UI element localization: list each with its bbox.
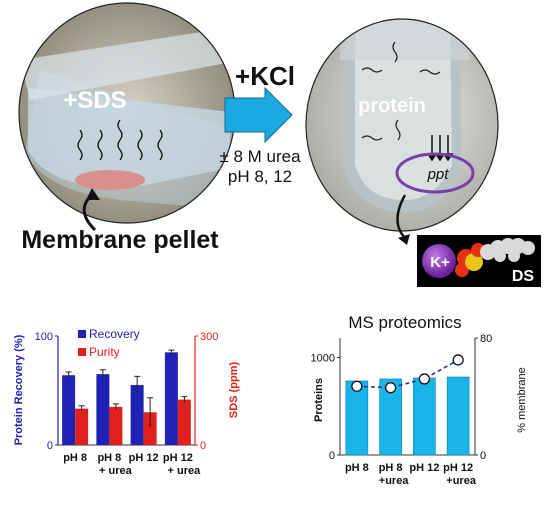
chart1-bar-purity	[109, 406, 123, 445]
chart2-category-label: pH 8	[379, 462, 403, 474]
chart1-category-label: pH 8	[97, 452, 121, 464]
detergent-squiggles	[77, 119, 163, 161]
chart2-right-axis-label: % membrane	[516, 367, 528, 432]
chart1-left-axis-label: Protein Recovery (%)	[13, 334, 25, 445]
chart2-left-tick-label: 0	[329, 450, 335, 462]
chart2-right-tick-label: 80	[480, 333, 492, 345]
legend-swatch-recovery	[78, 330, 86, 338]
ppt-label: ppt	[427, 166, 450, 183]
chart1-right-tick-label: 0	[200, 440, 206, 452]
protein-label: protein	[358, 95, 426, 117]
chart1-bar-recovery	[96, 374, 110, 445]
ms-proteomics-chart: MS proteomics Proteins % membrane 0 1000 0…	[311, 313, 528, 487]
sds-label: +SDS	[63, 87, 126, 114]
potassium-label: K+	[430, 254, 450, 271]
chart1-left-tick-label: 0	[47, 440, 53, 452]
chart2-category-label: pH 12	[443, 462, 473, 474]
chart1-bar-purity	[177, 399, 191, 445]
chart2-category-label: +urea	[446, 475, 477, 487]
chart1-bar-recovery	[130, 385, 144, 445]
chart2-category-label: pH 12	[409, 462, 439, 474]
chart1-category-label: pH 12	[129, 452, 159, 464]
chart2-left-tick-label: 1000	[311, 353, 335, 365]
chart1-bar-purity	[75, 408, 89, 445]
chart2-left-axis-label: Proteins	[313, 378, 325, 422]
oxygen-atom	[455, 263, 469, 277]
potassium-ion-sphere	[422, 244, 456, 278]
chart2-bar-proteins	[379, 378, 402, 456]
chart1-bar-purity	[143, 412, 157, 445]
kds-salt-box: K+ DS	[417, 235, 541, 287]
chart2-bar-proteins	[413, 377, 436, 456]
kcl-label: +KCl	[235, 61, 295, 91]
chart2-category-label: pH 8	[345, 462, 369, 474]
ppt-pointer-arrow	[396, 194, 407, 239]
alkyl-chain	[480, 238, 535, 262]
chart1-bar-recovery	[62, 375, 76, 445]
chart2-bar-proteins	[446, 376, 470, 456]
chart1-bar-recovery	[164, 352, 178, 445]
chart1-category-label: + urea	[99, 465, 133, 477]
chart1-category-label: + urea	[168, 465, 202, 477]
sulfur-atom	[465, 253, 483, 271]
membrane-pellet-blob	[75, 170, 145, 190]
chart2-membrane-line	[356, 359, 459, 389]
chart1-category-label: pH 8	[63, 452, 87, 464]
chart2-membrane-point	[384, 382, 397, 394]
dodecyl-sulfate-label: DS	[512, 268, 535, 285]
protein-squiggles	[361, 41, 441, 141]
urea-condition: ± 8 M urea	[219, 147, 301, 166]
legend-recovery: Recovery	[89, 327, 140, 341]
legend-swatch-purity	[78, 348, 86, 356]
chart1-right-axis-label: SDS (ppm)	[228, 362, 240, 419]
pellet-pointer-head	[86, 188, 100, 200]
ph-condition: pH 8, 12	[228, 167, 292, 186]
chart2-title: MS proteomics	[348, 313, 461, 332]
chart2-right-tick-label: 0	[480, 450, 486, 462]
chart1-left-tick-label: 100	[35, 331, 53, 343]
ppt-pointer-head	[398, 234, 410, 245]
sds-photo-circle	[18, 2, 236, 224]
chart2-membrane-point	[418, 373, 431, 385]
process-arrow	[224, 86, 293, 144]
chart1-legend: Recovery Purity	[78, 327, 140, 359]
ppt-ring	[395, 152, 475, 194]
chart2-bar-proteins	[345, 380, 369, 456]
chart2-category-label: +urea	[379, 475, 410, 487]
chart1-category-label: pH 12	[163, 452, 193, 464]
recovery-purity-chart: Protein Recovery (%) SDS (ppm) Recovery …	[13, 327, 240, 477]
chart2-membrane-point	[351, 380, 363, 392]
legend-purity: Purity	[89, 345, 120, 359]
chart1-right-tick-label: 300	[200, 331, 218, 343]
membrane-pellet-caption: Membrane pellet	[21, 226, 219, 254]
chart2-membrane-point	[452, 354, 464, 366]
